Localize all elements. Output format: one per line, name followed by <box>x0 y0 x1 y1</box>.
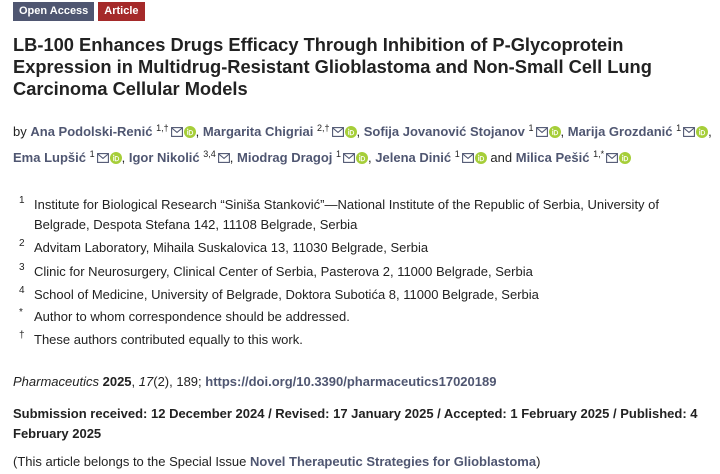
special-issue-prefix: (This article belongs to the Special Iss… <box>13 454 251 469</box>
authors-prefix: by <box>13 124 27 139</box>
envelope-icon[interactable] <box>535 123 548 143</box>
author-entry: Igor Nikolić 3,4, <box>125 149 234 165</box>
author-name[interactable]: Miodrag Dragoj <box>237 150 333 165</box>
author-affiliation-marker: 1 <box>336 149 342 159</box>
author-entry: Jelena Dinić 1 and <box>372 149 513 165</box>
orcid-icon[interactable] <box>344 124 357 144</box>
citation-volume: 17 <box>138 374 154 389</box>
orcid-icon[interactable] <box>548 124 561 144</box>
envelope-icon[interactable] <box>331 123 344 143</box>
author-separator: , <box>229 150 234 165</box>
affiliation-marker: † <box>19 330 25 341</box>
affiliation-text: Author to whom correspondence should be … <box>34 309 350 324</box>
author-separator: , <box>195 124 200 139</box>
orcid-icon[interactable] <box>619 150 632 170</box>
affiliation-marker: 1 <box>19 195 25 206</box>
author-name[interactable]: Margarita Chigriai <box>202 124 314 139</box>
author-entry: Ana Podolski-Renić 1,†, <box>30 123 200 139</box>
author-name[interactable]: Jelena Dinić <box>375 150 452 165</box>
affiliation-marker: * <box>19 307 23 318</box>
orcid-icon[interactable] <box>183 124 196 144</box>
author-name[interactable]: Marija Grozdanić <box>567 124 673 139</box>
affiliation-text: These authors contributed equally to thi… <box>34 332 303 347</box>
author-affiliation-marker: 1 <box>89 149 95 159</box>
author-entry: Marija Grozdanić 1, <box>564 123 712 139</box>
author-separator: , <box>356 124 361 139</box>
author-separator: , <box>368 150 372 165</box>
open-access-badge[interactable]: Open Access <box>13 2 95 21</box>
orcid-icon[interactable] <box>474 150 487 170</box>
citation: Pharmaceutics 2025, 17(2), 189; https://… <box>13 374 497 389</box>
author-name[interactable]: Ana Podolski-Renić <box>30 124 153 139</box>
author-entry: Sofija Jovanović Stojanov 1, <box>360 123 565 139</box>
journal-name[interactable]: Pharmaceutics <box>13 374 99 389</box>
affiliation-marker: 2 <box>19 238 25 249</box>
affiliation-text: Advitam Laboratory, Mihaila Suskalovica … <box>34 240 429 255</box>
special-issue-link[interactable]: Novel Therapeutic Strategies for Gliobla… <box>250 454 537 469</box>
author-separator: , <box>708 124 712 139</box>
special-issue-suffix: ) <box>536 454 541 469</box>
envelope-icon[interactable] <box>343 149 355 169</box>
author-name[interactable]: Milica Pešić <box>515 150 590 165</box>
author-entry: Milica Pešić 1,* <box>512 149 632 165</box>
envelope-icon[interactable] <box>170 123 183 143</box>
author-name[interactable]: Sofija Jovanović Stojanov <box>363 124 525 139</box>
author-name[interactable]: Igor Nikolić <box>128 150 200 165</box>
affiliation-marker: 4 <box>19 285 25 296</box>
affiliation-text: Institute for Biological Research “Siniš… <box>34 197 660 232</box>
orcid-icon[interactable] <box>696 124 709 144</box>
envelope-icon[interactable] <box>96 149 109 169</box>
publication-dates: Submission received: 12 December 2024 / … <box>13 406 698 441</box>
author-entry: Miodrag Dragoj 1, <box>233 149 372 165</box>
affiliation-text: Clinic for Neurosurgery, Clinical Center… <box>34 264 533 279</box>
citation-year: 2025 <box>102 374 132 389</box>
envelope-icon[interactable] <box>606 149 619 169</box>
envelope-icon[interactable] <box>683 123 696 143</box>
article-type-badge: Article <box>98 2 145 21</box>
author-affiliation-marker: 1 <box>454 149 460 159</box>
author-entry: Margarita Chigriai 2,†, <box>199 123 361 139</box>
author-affiliation-marker: 1,* <box>593 149 605 159</box>
citation-pages: , 189; <box>169 374 206 389</box>
author-affiliation-marker: 3,4 <box>203 149 216 159</box>
special-issue-note: (This article belongs to the Special Iss… <box>13 454 540 469</box>
author-list: by Ana Podolski-Renić 1,†, Margarita Chi… <box>13 118 713 170</box>
author-affiliation-marker: 2,† <box>316 123 330 133</box>
affiliation-text: School of Medicine, University of Belgra… <box>34 287 539 302</box>
author-affiliation-marker: 1 <box>676 123 682 133</box>
author-entry: Ema Lupšić 1, <box>13 149 126 165</box>
author-affiliation-marker: 1 <box>528 123 534 133</box>
doi-link[interactable]: https://doi.org/10.3390/pharmaceutics170… <box>205 374 497 389</box>
orcid-icon[interactable] <box>109 150 122 170</box>
author-separator: , <box>560 124 565 139</box>
author-affiliation-marker: 1,† <box>156 123 169 133</box>
envelope-icon[interactable] <box>217 149 230 169</box>
author-separator: and <box>486 150 513 165</box>
article-title: LB-100 Enhances Drugs Efficacy Through I… <box>13 34 652 99</box>
affiliation-marker: 3 <box>19 262 25 273</box>
badges: Open Access Article <box>13 2 145 21</box>
citation-issue: (2) <box>153 374 170 389</box>
author-name[interactable]: Ema Lupšić <box>13 150 86 165</box>
author-separator: , <box>121 150 126 165</box>
orcid-icon[interactable] <box>356 150 369 170</box>
envelope-icon[interactable] <box>461 149 474 169</box>
